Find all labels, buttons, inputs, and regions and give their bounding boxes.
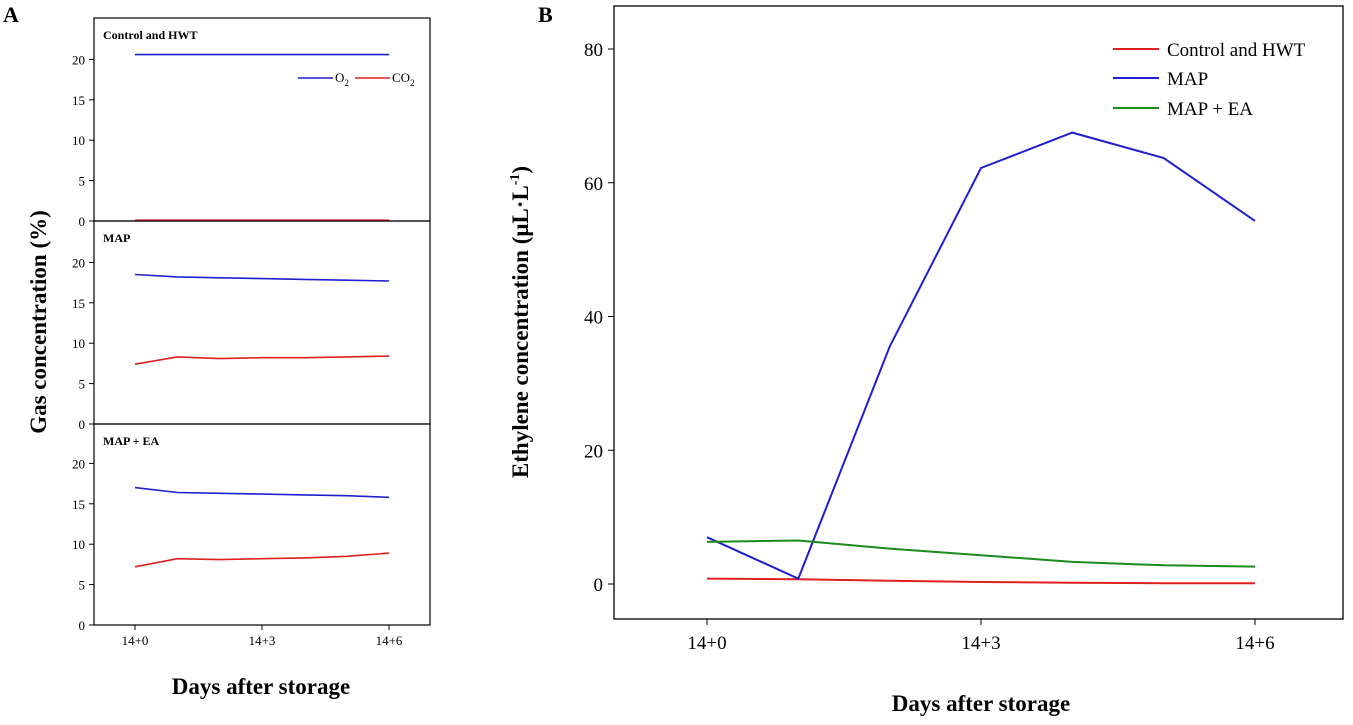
panel-b-y-axis-label: Ethylene concentration (μL·L-1) (508, 166, 533, 478)
panel-a-legend-label-0-subscript: 2 (344, 78, 349, 88)
panel-b-series-1-line (706, 131, 1256, 580)
subplot-1-y-tick-label: 0 (79, 417, 86, 432)
subplot-2-y-tick-label: 5 (79, 578, 86, 593)
panel-b-series-0-line (706, 577, 1255, 585)
panel-b-x-tick-label: 14+3 (961, 633, 1000, 654)
panel-b-y-tick-label: 80 (584, 40, 603, 61)
subplot-1-y-tick-label: 10 (72, 336, 85, 351)
panel-b-x-axis-label: Days after storage (892, 691, 1070, 716)
subplot-0-y-tick-label: 5 (79, 174, 86, 189)
panel-b-series-2-line (706, 539, 1256, 568)
subplot-2-frame (93, 423, 431, 626)
panel-b-letter: B (538, 2, 553, 27)
subplot-1-y-tick-label: 5 (79, 377, 86, 392)
panel-a-x-axis-label: Days after storage (172, 674, 350, 699)
subplot-2-series-o2-line (134, 486, 390, 499)
subplot-0-y-tick-label: 20 (72, 52, 85, 67)
subplot-2-title: MAP + EA (103, 434, 160, 448)
subplot-2-y-tick-label: 10 (72, 537, 85, 552)
subplot-2-y-tick-label: 0 (79, 618, 86, 633)
panel-a-x-tick-label: 14+3 (249, 633, 276, 648)
panel-b-legend-label-0: Control and HWT (1167, 40, 1306, 61)
panel-b-y-axis-label-end: ) (508, 166, 533, 174)
panel-b-legend-label-2: MAP + EA (1167, 99, 1253, 120)
subplot-1-title: MAP (103, 231, 130, 245)
panel-a-x-tick-label: 14+6 (376, 633, 403, 648)
panel-a-y-axis-label: Gas concentration (%) (26, 210, 51, 434)
panel-b-frame (613, 5, 1344, 620)
subplot-0-y-tick-label: 15 (72, 93, 85, 108)
panel-a-letter: A (3, 2, 19, 27)
panel-b-legend: Control and HWT MAP MAP + EA (1113, 40, 1306, 120)
subplot-0-title: Control and HWT (103, 28, 197, 42)
subplot-2-series-co2-line (134, 552, 390, 568)
subplot-2-y-tick-label: 15 (72, 497, 85, 512)
subplot-1-series-co2-line (134, 355, 390, 365)
subplot-0: 0 5 10 15 20 Control and HWT (72, 17, 431, 229)
panel-b-y-tick-label: 40 (584, 308, 603, 329)
panel-b-x-tick-label: 14+6 (1235, 633, 1274, 654)
panel-b-plot: 0 20 40 60 80 14+0 14+3 14+6 Control and HWT MAP M… (584, 5, 1344, 654)
panel-b-y-tick-label: 20 (584, 441, 603, 462)
panel-a-legend-label-1-main: CO (392, 70, 410, 85)
panel-a-legend: O2 CO2 (298, 70, 415, 88)
subplot-0-y-tick-label: 0 (79, 214, 86, 229)
panel-b-y-tick-label: 0 (594, 575, 604, 596)
panel-b-legend-label-1: MAP (1167, 69, 1208, 90)
panel-b-x-tick-label: 14+0 (687, 633, 726, 654)
subplot-1-frame (93, 220, 431, 425)
subplot-0-y-tick-label: 10 (72, 133, 85, 148)
panel-b-y-axis-label-main: Ethylene concentration (μL·L (508, 185, 533, 478)
subplot-0-frame (93, 17, 431, 222)
subplot-1-y-tick-label: 20 (72, 255, 85, 270)
panel-a-legend-label-0-main: O (335, 70, 344, 85)
panel-a-legend-label-0: O2 (335, 70, 349, 88)
subplot-1: 0 5 10 15 20 MAP (72, 220, 431, 432)
subplot-1-series-o2-line (134, 273, 390, 282)
subplot-2: 0 5 10 15 20 MAP + EA (72, 423, 431, 633)
panel-a-legend-label-1-subscript: 2 (410, 78, 415, 88)
panel-a-x-tick-label: 14+0 (122, 633, 149, 648)
subplot-1-y-tick-label: 15 (72, 296, 85, 311)
panel-a-legend-label-1: CO2 (392, 70, 415, 88)
panel-a: A 0 5 10 15 20 Control and HWT 0 5 10 15 20 MAP 0 5 10… (3, 2, 431, 699)
panel-a-subplots: 0 5 10 15 20 Control and HWT 0 5 10 15 20 MAP 0 5 10 15… (72, 17, 431, 648)
panel-b-y-tick-label: 60 (584, 174, 603, 195)
panel-b: B 0 20 40 60 80 14+0 14+3 14+6 Control and HWT MA… (508, 2, 1344, 716)
subplot-2-y-tick-label: 20 (72, 456, 85, 471)
panel-b-y-axis-label-superscript: -1 (508, 174, 523, 186)
